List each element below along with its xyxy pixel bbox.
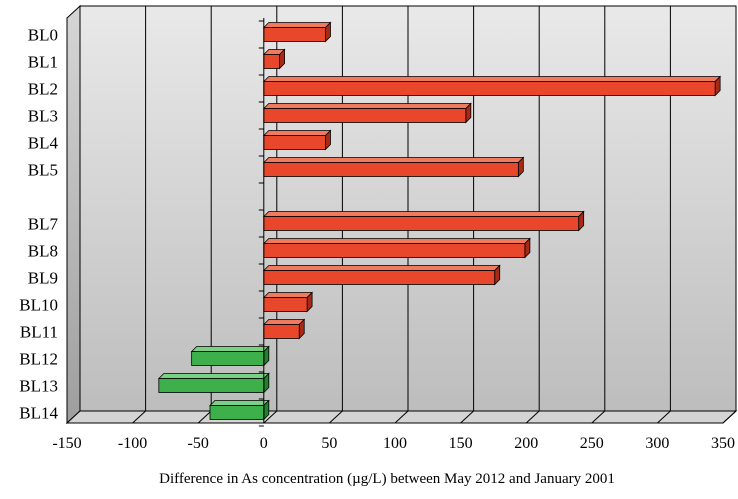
category-labels: BL0 BL1 BL2 BL3 BL4 BL5 BL7 BL8 BL9 BL10 BL11 BL12 B… [19, 26, 58, 423]
bar-front-face [209, 405, 265, 420]
bar-top-face [190, 346, 270, 352]
category-label: BL4 [28, 134, 59, 153]
bar-front-face [263, 135, 326, 150]
bar-top-face [262, 265, 501, 271]
category-label: BL11 [20, 323, 58, 342]
gridline-floor [132, 410, 146, 424]
x-tick-label: 0 [260, 435, 268, 452]
bar-top-face [262, 319, 306, 325]
x-tick-label: 150 [449, 435, 473, 452]
x-tick-labels: -150 -100 -50 0 50 100 150 200 250 300 350 [52, 435, 735, 452]
category-label: BL12 [19, 350, 58, 369]
side-wall [66, 4, 81, 425]
bar-BL2 [262, 75, 722, 97]
bar-top-face [262, 76, 722, 82]
gridline-floor [525, 410, 540, 424]
x-tick-label: 300 [645, 435, 669, 452]
bar-BL7 [262, 210, 585, 232]
x-tick-label: 200 [514, 435, 538, 452]
bar-top-face [157, 373, 270, 379]
gridline-floor [591, 410, 606, 424]
bar-BL5 [262, 156, 525, 178]
bar-top-face [262, 211, 585, 217]
gridline-floor [722, 410, 737, 424]
bar-front-face [263, 27, 326, 42]
gridline-floor [460, 410, 474, 424]
bar-BL3 [262, 102, 472, 124]
category-label: BL9 [28, 269, 58, 288]
bar-BL14 [209, 399, 270, 421]
gridline-floor [329, 410, 343, 424]
bar-top-face [262, 292, 314, 298]
category-label: BL1 [28, 53, 58, 72]
bar-BL8 [262, 237, 531, 259]
bars [157, 21, 722, 421]
gridline-floor [394, 410, 409, 424]
category-label: BL14 [19, 404, 58, 423]
bar-front-face [263, 243, 526, 258]
gridline-floor [657, 410, 671, 424]
x-tick-label: 350 [711, 435, 735, 452]
bar-front-face [263, 54, 280, 69]
x-tick-label: 250 [580, 435, 604, 452]
bar-top-face [262, 130, 332, 136]
bar-BL4 [262, 129, 332, 151]
bar-top-face [262, 22, 332, 28]
x-tick-label: -100 [118, 435, 147, 452]
bar-front-face [191, 351, 265, 366]
category-label: BL2 [28, 80, 58, 99]
x-tick-label: -50 [188, 435, 209, 452]
category-label: BL3 [28, 107, 58, 126]
x-tick-label: 100 [383, 435, 407, 452]
bar-top-face [262, 157, 525, 163]
bar-front-face [263, 297, 308, 312]
bar-BL13 [157, 372, 270, 394]
bar-BL10 [262, 291, 314, 313]
bar-BL1 [262, 48, 286, 70]
bar-top-face [209, 400, 270, 406]
category-label: BL7 [28, 215, 59, 234]
bar-front-face [263, 216, 580, 231]
gridline-floor [263, 410, 278, 424]
bar-top-face [262, 238, 531, 244]
bar-BL0 [262, 21, 332, 43]
bar-top-face [262, 103, 472, 109]
x-axis-title: Difference in As concentration (µg/L) be… [159, 471, 615, 487]
x-tick-label: 50 [321, 435, 337, 452]
category-label: BL8 [28, 242, 58, 261]
gridline-floor [197, 410, 212, 424]
category-label: BL5 [28, 161, 58, 180]
bar-front-face [263, 324, 300, 339]
category-label: BL10 [19, 296, 58, 315]
bar-front-face [158, 378, 265, 393]
category-label: BL0 [28, 26, 58, 45]
axes [67, 18, 723, 427]
category-label: BL13 [19, 377, 58, 396]
bar-BL9 [262, 264, 501, 286]
bar-front-face [263, 108, 467, 123]
bar-BL12 [190, 345, 270, 367]
bar-BL11 [262, 318, 306, 340]
bar-front-face [263, 162, 519, 177]
x-tick-label: -150 [52, 435, 81, 452]
bar-front-face [263, 81, 716, 96]
bar-front-face [263, 270, 496, 285]
gridlines [132, 6, 737, 424]
